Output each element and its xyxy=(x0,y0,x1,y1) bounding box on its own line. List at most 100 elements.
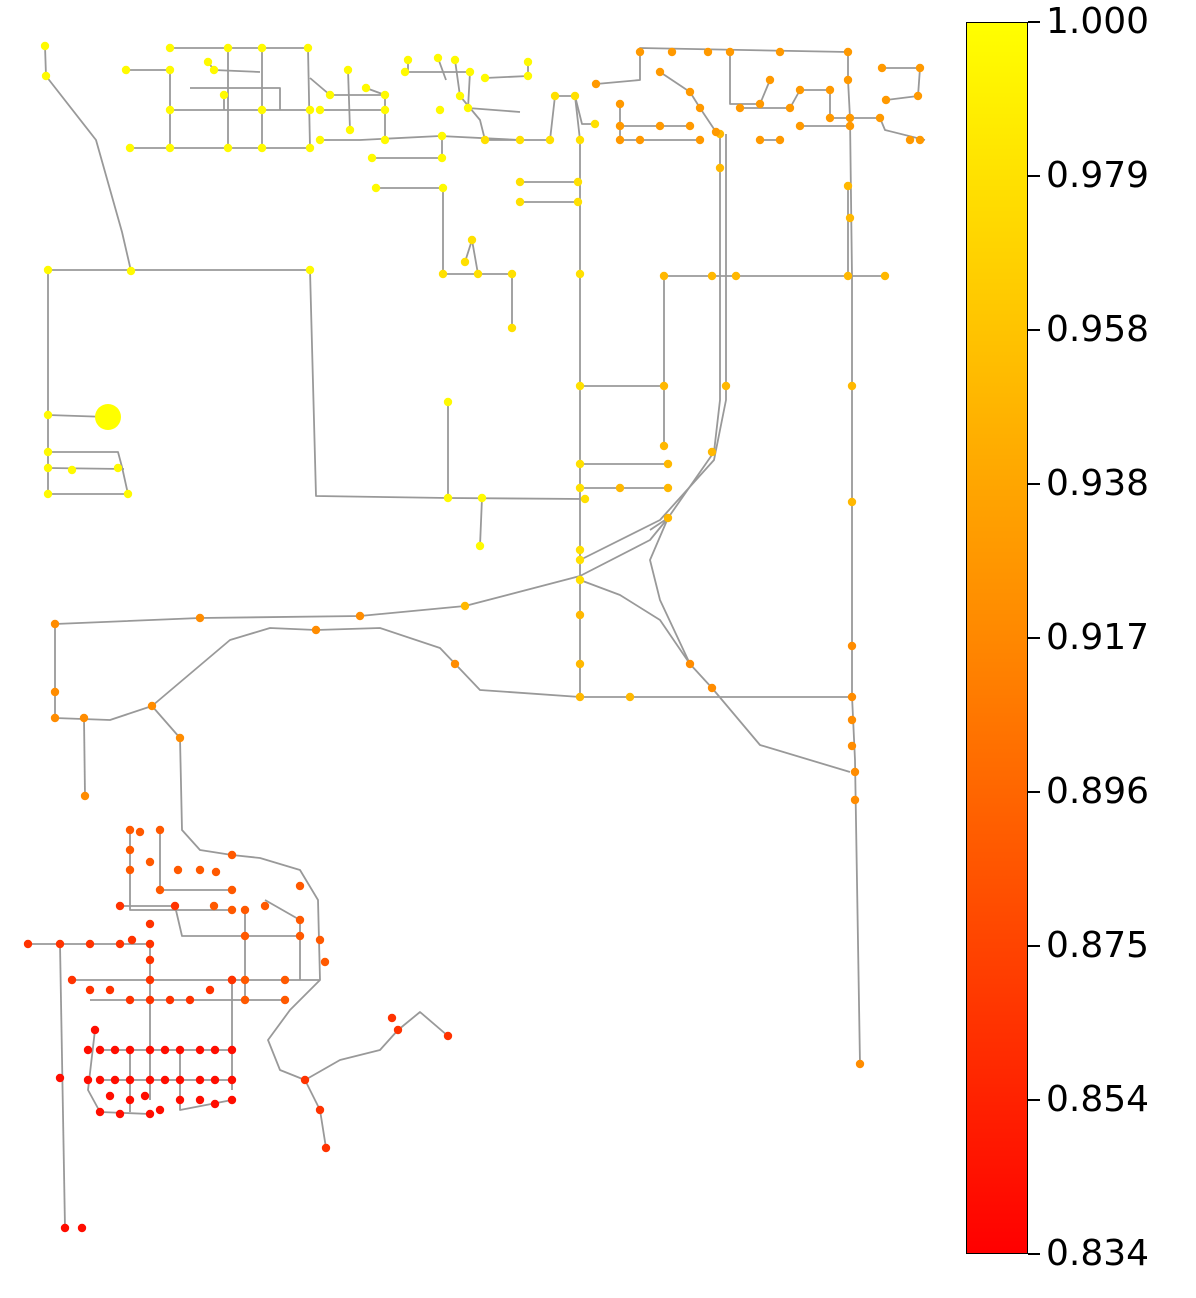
network-node xyxy=(785,103,795,113)
network-node xyxy=(125,825,135,835)
network-node xyxy=(95,1045,105,1055)
network-node xyxy=(875,113,885,123)
network-node xyxy=(280,995,290,1005)
network-node xyxy=(43,410,53,420)
network-node xyxy=(257,105,267,115)
network-node xyxy=(305,105,315,115)
network-node xyxy=(145,1075,155,1085)
network-node xyxy=(227,905,237,915)
network-node xyxy=(55,939,65,949)
network-node xyxy=(85,939,95,949)
network-node xyxy=(50,687,60,697)
network-node xyxy=(223,43,233,53)
network-node xyxy=(663,513,673,523)
network-node xyxy=(165,43,175,53)
network-node xyxy=(165,995,175,1005)
network-node xyxy=(155,885,165,895)
network-node xyxy=(165,65,175,75)
network-node xyxy=(575,381,585,391)
network-node xyxy=(843,181,853,191)
network-node xyxy=(460,257,470,267)
network-node xyxy=(775,135,785,145)
network-node xyxy=(50,619,60,629)
network-node xyxy=(847,381,857,391)
network-node xyxy=(125,1075,135,1085)
network-node xyxy=(433,53,443,63)
network-node xyxy=(695,103,705,113)
network-node xyxy=(195,613,205,623)
network-node xyxy=(240,905,250,915)
network-node xyxy=(403,55,413,65)
network-node xyxy=(155,825,165,835)
colorbar-tick-label: 0.896 xyxy=(1046,771,1150,812)
network-node xyxy=(575,459,585,469)
colorbar-tick-mark xyxy=(1028,483,1040,485)
network-node xyxy=(175,733,185,743)
network-node xyxy=(437,131,447,141)
network-node xyxy=(843,47,853,57)
network-node xyxy=(435,105,445,115)
network-node xyxy=(321,1143,331,1153)
network-node xyxy=(67,465,77,475)
network-node xyxy=(145,1109,155,1119)
network-node xyxy=(695,135,705,145)
network-node xyxy=(125,845,135,855)
network-node xyxy=(667,47,677,57)
source-node xyxy=(95,404,121,430)
network-node xyxy=(95,1107,105,1117)
network-node xyxy=(55,1073,65,1083)
network-node xyxy=(460,601,470,611)
network-node xyxy=(125,995,135,1005)
network-node xyxy=(659,441,669,451)
network-node xyxy=(77,1223,87,1233)
network-node xyxy=(443,1031,453,1041)
network-node xyxy=(123,489,133,499)
network-node xyxy=(575,483,585,493)
network-node xyxy=(185,995,195,1005)
network-node xyxy=(113,463,123,473)
network-node xyxy=(707,447,717,457)
network-node xyxy=(455,91,465,101)
network-node xyxy=(260,901,270,911)
network-node xyxy=(480,135,490,145)
network-node xyxy=(755,135,765,145)
colorbar-gradient xyxy=(966,22,1028,1254)
network-node xyxy=(195,1045,205,1055)
colorbar-tick-mark xyxy=(1028,945,1040,947)
network-node xyxy=(227,885,237,895)
network-node xyxy=(659,381,669,391)
colorbar-tick-label: 0.875 xyxy=(1046,925,1150,966)
network-node xyxy=(880,271,890,281)
network-node xyxy=(825,113,835,123)
network-node xyxy=(685,659,695,669)
network-node xyxy=(575,575,585,585)
network-node xyxy=(240,995,250,1005)
network-node xyxy=(580,494,590,504)
network-node xyxy=(223,143,233,153)
network-node xyxy=(393,1025,403,1035)
network-node xyxy=(227,1075,237,1085)
network-node xyxy=(507,269,517,279)
network-node xyxy=(83,1045,93,1055)
network-node xyxy=(315,935,325,945)
network-node xyxy=(173,865,183,875)
network-node xyxy=(79,713,89,723)
network-node xyxy=(480,73,490,83)
network-node xyxy=(715,163,725,173)
colorbar-tick-label: 1.000 xyxy=(1046,1,1150,42)
network-node xyxy=(40,41,50,51)
network-node xyxy=(711,127,721,137)
network-node xyxy=(315,1105,325,1115)
network-node xyxy=(147,701,157,711)
network-node xyxy=(315,105,325,115)
network-node xyxy=(825,85,835,95)
network-node xyxy=(380,105,390,115)
network-node xyxy=(227,1045,237,1055)
network-node xyxy=(257,43,267,53)
colorbar-tick-label: 0.979 xyxy=(1046,155,1150,196)
network-node xyxy=(305,265,315,275)
network-node xyxy=(615,483,625,493)
colorbar-container: 1.000 0.979 0.958 0.938 0.917 0.896 0.875 0.854… xyxy=(966,1,1196,1274)
network-node xyxy=(725,47,735,57)
network-node xyxy=(145,975,155,985)
